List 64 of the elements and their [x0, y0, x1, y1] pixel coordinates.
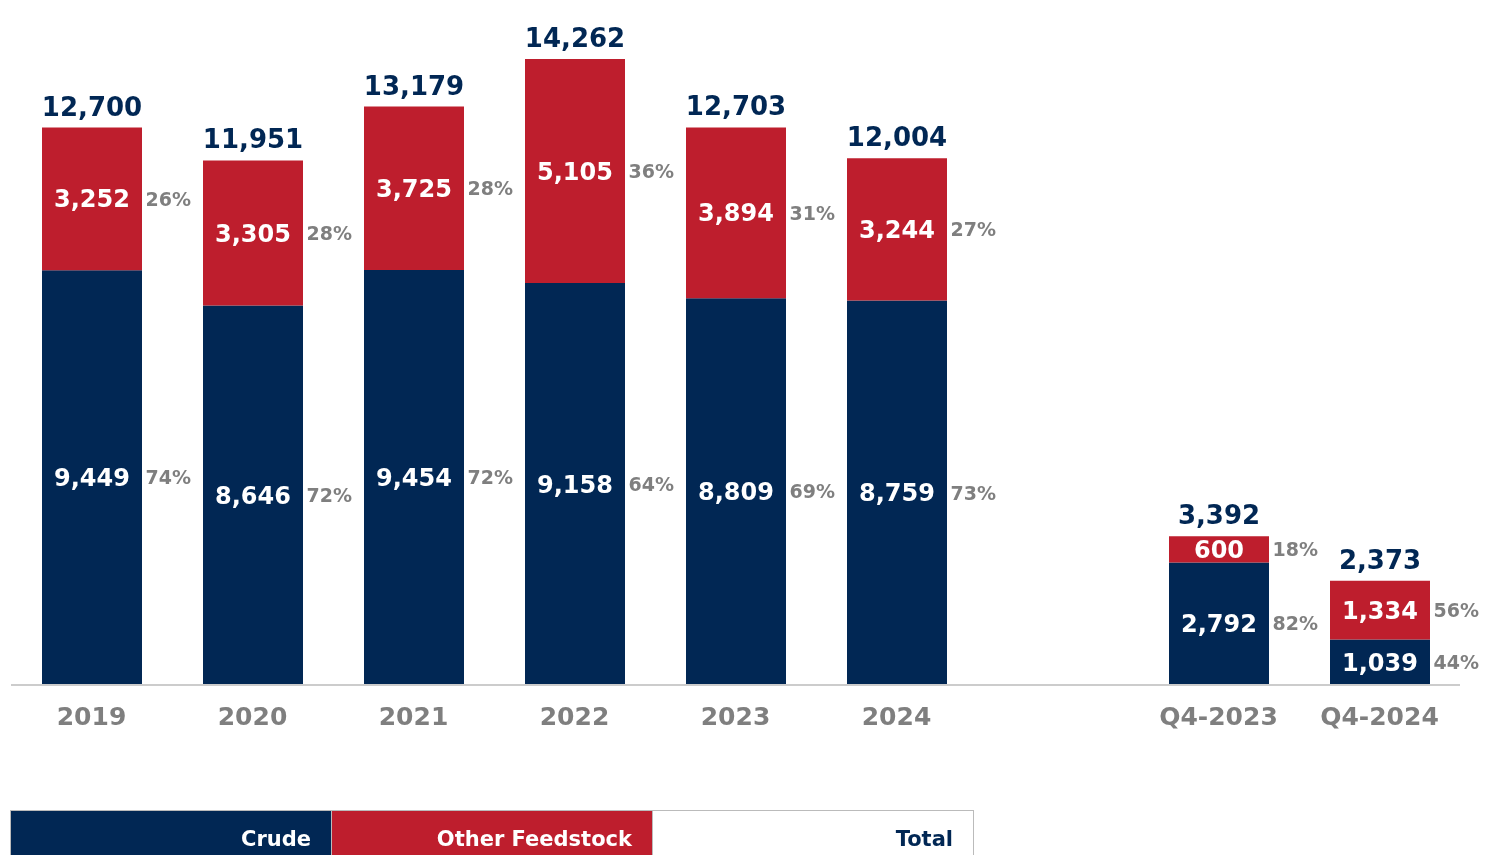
x-tick-label: Q4-2024 — [1320, 701, 1439, 731]
total-label: 14,262 — [524, 23, 626, 53]
data-label: 3,252 — [54, 185, 130, 214]
data-label: 8,646 — [215, 481, 291, 510]
x-tick-label: 2019 — [56, 701, 127, 731]
bar — [42, 270, 142, 685]
x-tick-label: 2022 — [539, 701, 610, 731]
bar — [1169, 562, 1269, 685]
text: Total — [895, 827, 953, 851]
x-tick-label: 2024 — [861, 701, 932, 731]
data-label: 1,334 — [1342, 596, 1418, 625]
annotation: 28% — [306, 221, 352, 244]
annotation: 74% — [145, 466, 191, 489]
data-label: 9,158 — [537, 470, 613, 499]
annotation: 18% — [1272, 538, 1318, 561]
bar — [203, 305, 303, 685]
bar — [686, 127, 786, 299]
annotation: 56% — [1433, 598, 1479, 621]
data-label: 600 — [1193, 535, 1245, 564]
data-label: 3,894 — [698, 199, 774, 228]
x-tick-label: 2020 — [217, 701, 288, 731]
total-label: 12,700 — [41, 91, 143, 122]
annotation: 69% — [789, 480, 835, 503]
x-tick-label: 2023 — [700, 701, 771, 731]
data-label: 9,454 — [376, 464, 452, 493]
data-label: 9,449 — [54, 464, 130, 493]
bar — [525, 283, 625, 685]
total-label: 2,373 — [1338, 544, 1422, 575]
data-label: 2,792 — [1181, 610, 1257, 639]
data-label: 3,725 — [376, 174, 452, 203]
data-label: 5,105 — [537, 157, 613, 186]
bar — [203, 160, 303, 306]
annotation: 72% — [306, 484, 352, 507]
bar — [525, 59, 625, 284]
data-label: 1,039 — [1342, 648, 1418, 677]
x-tick-label: 2021 — [378, 701, 449, 731]
bar — [364, 270, 464, 685]
annotation: 26% — [145, 187, 191, 210]
text: Crude — [241, 827, 311, 851]
annotation: 36% — [628, 159, 674, 182]
total-label: 12,703 — [685, 91, 787, 122]
total-label: 13,179 — [363, 70, 465, 101]
bar — [364, 106, 464, 271]
bar — [686, 298, 786, 685]
data-label: 8,759 — [859, 479, 935, 508]
bar — [847, 300, 947, 685]
annotation: 44% — [1433, 650, 1479, 673]
total-label: 12,004 — [846, 122, 948, 153]
data-label: 8,809 — [698, 478, 774, 507]
annotation: 72% — [467, 466, 513, 489]
annotation: 28% — [467, 177, 513, 200]
total-label: 3,392 — [1177, 500, 1261, 531]
data-label: 3,244 — [859, 215, 935, 244]
annotation: 27% — [950, 218, 996, 241]
text: Other Feedstock — [436, 827, 632, 851]
x-tick-label: Q4-2023 — [1159, 701, 1278, 731]
annotation: 31% — [789, 201, 835, 224]
annotation: 82% — [1272, 612, 1318, 635]
bar — [847, 158, 947, 301]
data-label: 3,305 — [215, 219, 291, 248]
total-label: 11,951 — [202, 124, 304, 155]
bar — [42, 127, 142, 271]
annotation: 64% — [628, 472, 674, 495]
annotation: 73% — [950, 481, 996, 504]
